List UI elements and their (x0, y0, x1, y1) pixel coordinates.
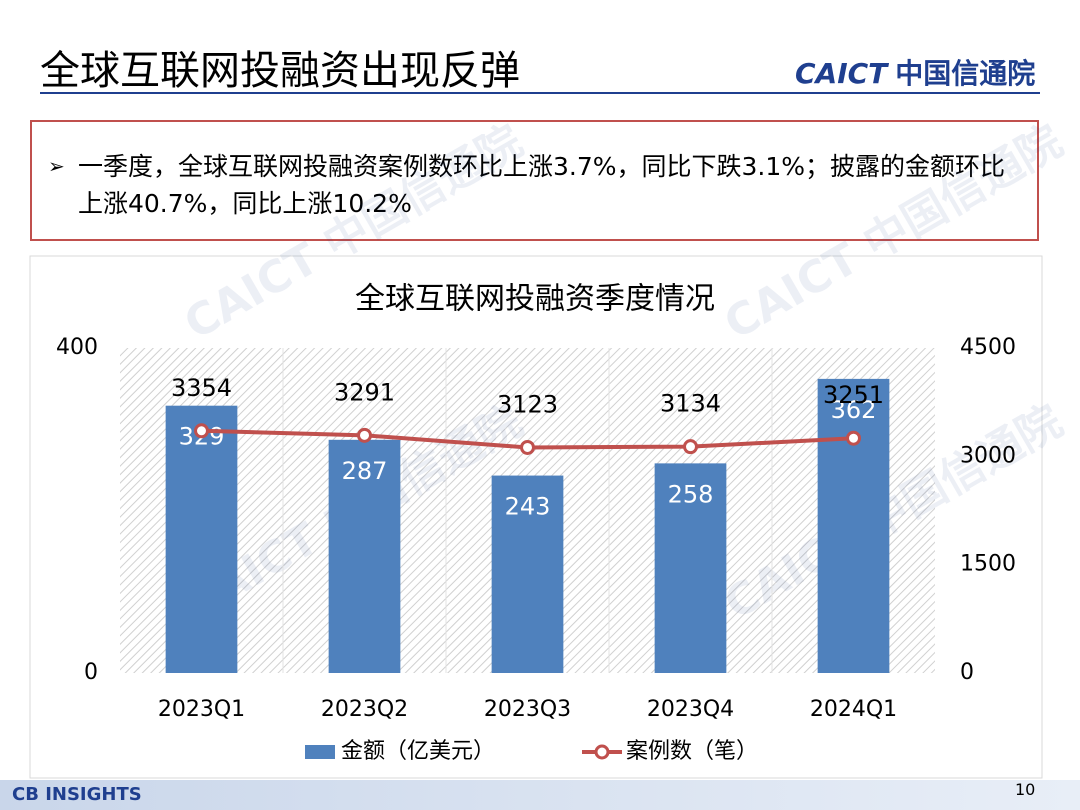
y2-tick-label: 0 (960, 660, 974, 685)
line-value-label: 3123 (497, 390, 558, 418)
bullet-text: 一季度，全球互联网投融资案例数环比上涨3.7%，同比下跌3.1%；披露的金额环比… (78, 152, 1006, 218)
logo-text: 中国信通院 (895, 57, 1036, 90)
line-value-label: 3291 (334, 378, 395, 406)
y2-tick-label: 4500 (960, 335, 1016, 360)
bar (654, 463, 727, 673)
line-point (846, 430, 861, 446)
bar (328, 439, 401, 673)
bar-value-label: 258 (668, 480, 714, 508)
x-tick-label: 2023Q4 (647, 697, 734, 722)
line-value-label: 3134 (660, 390, 721, 418)
bar (165, 405, 238, 673)
line-value-label: 3354 (171, 374, 232, 402)
legend-label: 金额（亿美元） (341, 739, 495, 764)
page-number: 10 (1015, 780, 1036, 799)
legend-swatch (594, 744, 610, 760)
title-rule (40, 92, 1040, 94)
y2-tick-label: 3000 (960, 443, 1016, 468)
line-point (194, 423, 209, 439)
line-point (357, 427, 372, 443)
logo: CAICT 中国信通院 (795, 52, 1035, 92)
x-tick-label: 2024Q1 (810, 697, 897, 722)
line-point (520, 439, 535, 455)
line-value-label: 3251 (823, 381, 884, 409)
bar-value-label: 243 (505, 493, 551, 521)
x-tick-label: 2023Q1 (158, 697, 245, 722)
x-tick-label: 2023Q3 (484, 697, 571, 722)
legend-swatch (305, 745, 335, 759)
bar (817, 378, 890, 673)
y-tick-label: 0 (84, 660, 98, 685)
bar-value-label: 362 (831, 396, 877, 424)
chart-title: 全球互联网投融资季度情况 (355, 282, 715, 317)
slide-title: 全球互联网投融资出现反弹 (40, 48, 520, 94)
footer-source: CB INSIGHTS (12, 784, 142, 805)
bullet-box: 一季度，全球互联网投融资案例数环比上涨3.7%，同比下跌3.1%；披露的金额环比… (30, 120, 1039, 241)
footer-bar (0, 780, 1080, 810)
y2-tick-label: 1500 (960, 552, 1016, 577)
legend-label: 案例数（笔） (626, 739, 758, 764)
line-point (683, 439, 698, 455)
y-tick-label: 400 (56, 335, 98, 360)
logo-mark: CAICT (795, 57, 888, 90)
x-tick-label: 2023Q2 (321, 697, 408, 722)
bar (491, 475, 564, 673)
bar-value-label: 287 (342, 457, 388, 485)
